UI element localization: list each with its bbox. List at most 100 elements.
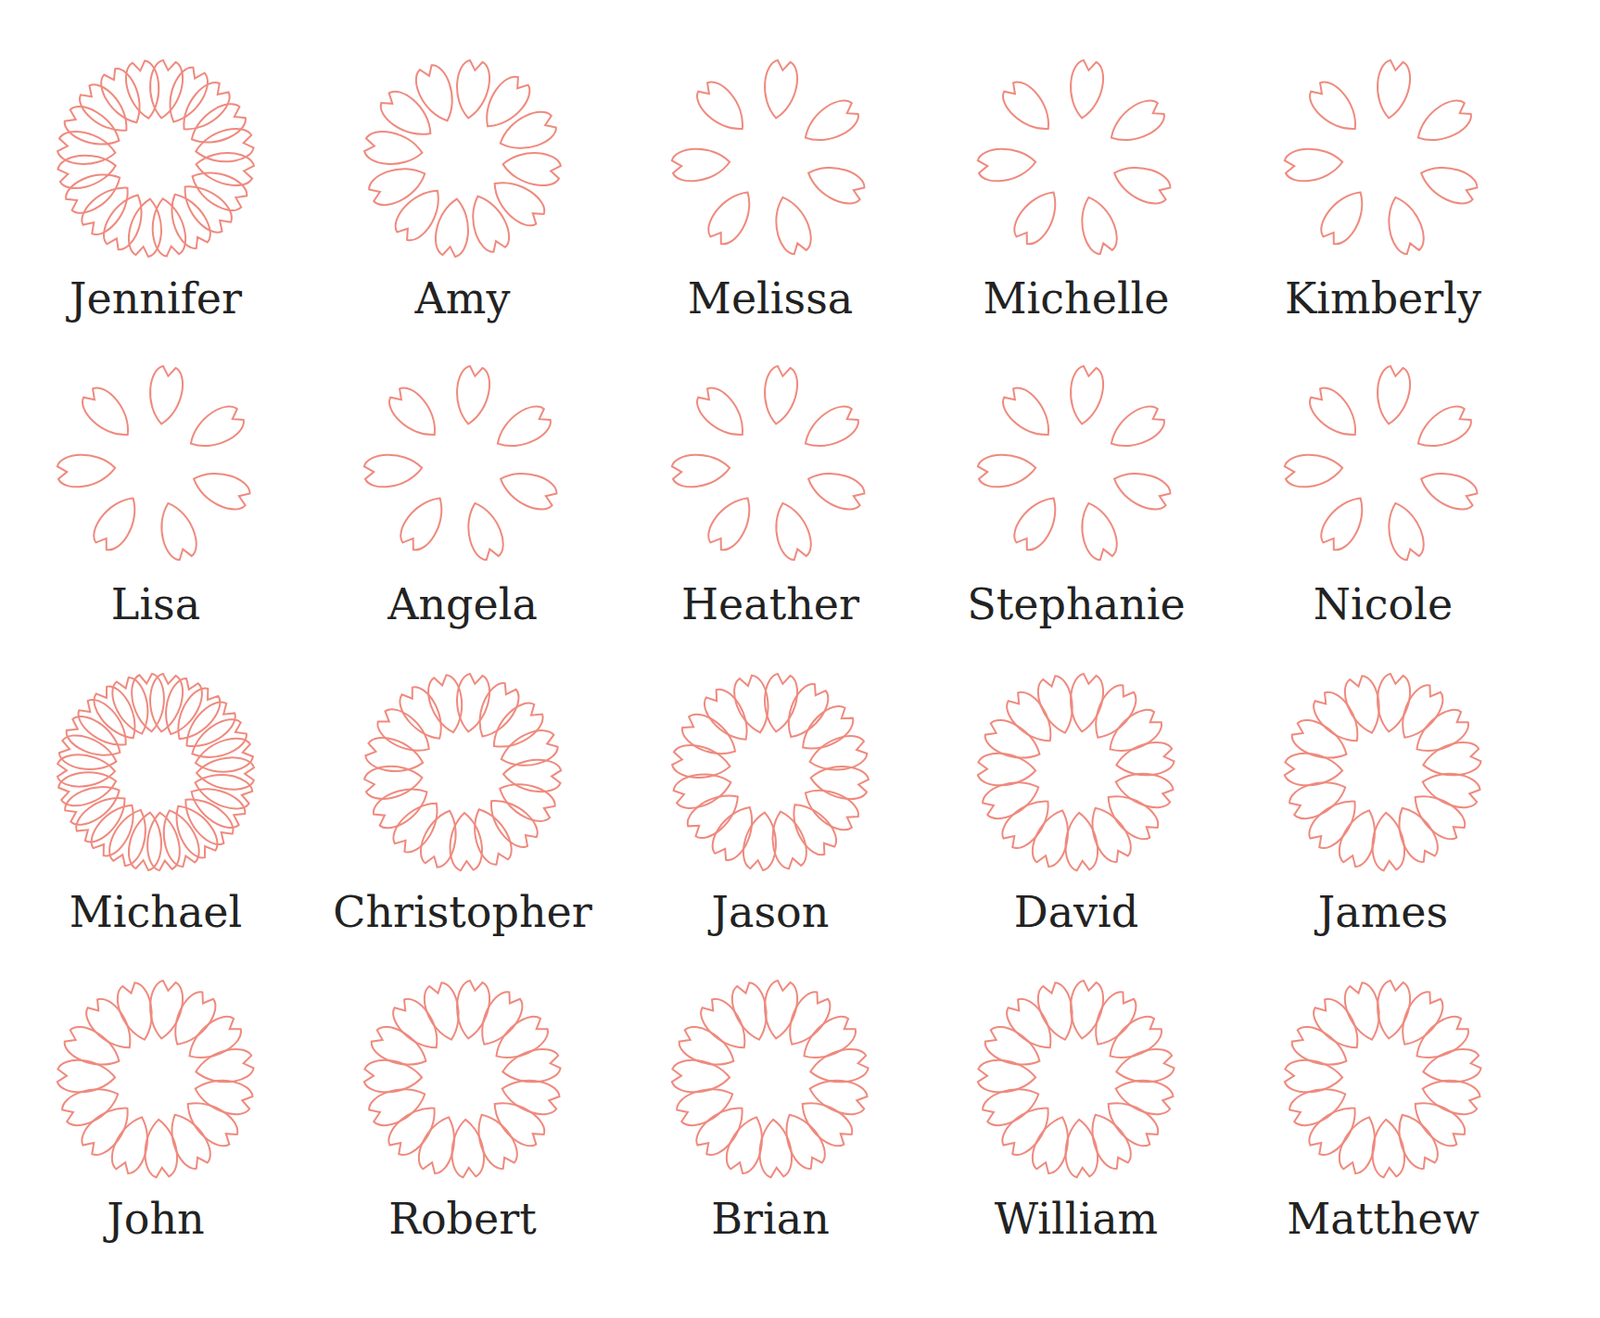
petal xyxy=(147,195,190,258)
flower xyxy=(56,59,256,259)
petal xyxy=(375,85,441,146)
name-label: Angela xyxy=(386,579,538,630)
petal xyxy=(383,381,447,446)
petal xyxy=(104,803,156,869)
petal xyxy=(113,979,160,1044)
petal xyxy=(363,452,424,490)
name-label: Kimberly xyxy=(1284,273,1482,324)
petal xyxy=(1001,686,1063,752)
petal xyxy=(459,498,508,564)
flower xyxy=(671,59,868,258)
petal xyxy=(95,63,151,130)
petal xyxy=(802,464,868,515)
petal xyxy=(691,381,755,446)
petal xyxy=(1408,1010,1474,1069)
petal xyxy=(977,452,1038,490)
petal xyxy=(126,196,166,258)
name-label: Heather xyxy=(681,579,860,630)
petal xyxy=(1066,59,1106,121)
petal xyxy=(1283,146,1345,184)
petal xyxy=(123,59,166,122)
petal xyxy=(500,148,562,189)
petal xyxy=(387,993,449,1059)
petal xyxy=(185,162,252,216)
petal xyxy=(483,697,549,759)
petal xyxy=(487,1010,554,1069)
petal xyxy=(142,1118,179,1179)
petal xyxy=(690,1097,754,1161)
petal xyxy=(452,365,493,427)
petal xyxy=(1063,812,1100,872)
petal xyxy=(480,789,544,853)
petal xyxy=(143,811,182,872)
petal xyxy=(393,682,453,749)
name-label: Robert xyxy=(388,1193,537,1245)
name-label: Christopher xyxy=(332,887,593,938)
petal xyxy=(463,190,515,255)
petal xyxy=(727,979,775,1044)
flower xyxy=(1283,365,1481,564)
petal xyxy=(192,126,255,168)
petal xyxy=(1340,673,1387,737)
petal xyxy=(76,1097,140,1161)
petal xyxy=(978,773,1044,825)
petal xyxy=(760,59,800,121)
petal xyxy=(1380,498,1429,564)
petal xyxy=(1008,183,1067,250)
petal xyxy=(1103,94,1169,152)
flower xyxy=(363,979,562,1179)
petal xyxy=(1409,94,1476,152)
flower xyxy=(1283,673,1483,872)
flowers xyxy=(56,59,1484,1179)
petal xyxy=(416,805,465,871)
name-label: John xyxy=(102,1193,204,1245)
petal xyxy=(61,163,127,218)
chart: JenniferAmyMelissaMichelleKimberlyLisaAn… xyxy=(0,0,1600,1318)
petal xyxy=(1101,1010,1168,1069)
name-label: Jason xyxy=(708,887,830,938)
flower xyxy=(56,979,255,1179)
petal xyxy=(177,1092,243,1153)
petal xyxy=(58,1079,124,1131)
petal xyxy=(363,734,427,779)
petal xyxy=(365,1079,431,1131)
petal xyxy=(1108,158,1174,209)
petal xyxy=(60,101,127,155)
petal xyxy=(432,196,473,258)
flower xyxy=(56,365,254,564)
petal xyxy=(782,795,843,861)
petal xyxy=(389,180,450,246)
flower xyxy=(363,673,562,872)
petal xyxy=(502,758,562,793)
petal xyxy=(1408,703,1474,762)
petal xyxy=(1066,365,1106,427)
petal xyxy=(98,188,153,254)
petal xyxy=(193,148,255,189)
petal xyxy=(1001,993,1063,1059)
petal xyxy=(410,61,462,127)
flower xyxy=(671,979,870,1179)
petal xyxy=(56,150,119,192)
petal xyxy=(191,735,255,779)
petal xyxy=(730,673,776,737)
name-label: Lisa xyxy=(111,579,201,630)
petal xyxy=(695,993,757,1059)
petal xyxy=(1098,785,1164,846)
petal xyxy=(682,784,748,845)
name-label: Melissa xyxy=(687,273,853,324)
petal xyxy=(88,489,147,556)
name-label: Amy xyxy=(414,273,511,324)
petal xyxy=(160,1107,216,1174)
petal xyxy=(188,464,254,515)
petal xyxy=(368,777,435,834)
petal xyxy=(494,106,559,158)
petal xyxy=(997,76,1061,140)
petal xyxy=(1387,800,1443,867)
name-label: Jennifer xyxy=(65,273,242,324)
name-label: Nicole xyxy=(1313,579,1453,630)
petal xyxy=(996,790,1060,854)
petal xyxy=(1080,800,1136,867)
petal xyxy=(452,59,493,121)
flower xyxy=(1283,979,1483,1179)
petal xyxy=(760,365,800,427)
